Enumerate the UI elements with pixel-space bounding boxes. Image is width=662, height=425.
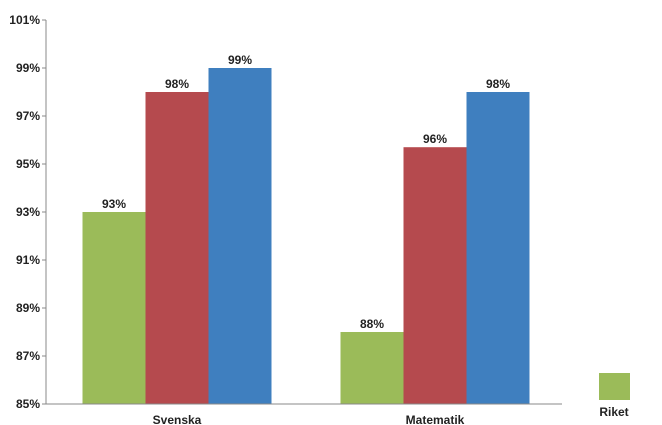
data-label: 88% [360, 317, 384, 331]
bar [145, 92, 209, 404]
legend: Riket [599, 373, 630, 419]
y-tick-label: 85% [16, 397, 40, 411]
data-label: 98% [165, 77, 189, 91]
data-label: 99% [228, 53, 252, 67]
data-labels: 93% 98% 99% 88% 96% 98% [102, 53, 510, 331]
data-label: 96% [423, 132, 447, 146]
bar [466, 92, 530, 404]
bar [208, 68, 272, 404]
y-tick-label: 97% [16, 109, 40, 123]
legend-swatch [599, 373, 630, 400]
bar [82, 212, 146, 404]
bar [403, 147, 467, 404]
category-label: Svenska [153, 413, 202, 425]
x-axis: Svenska Matematik [46, 403, 562, 425]
bars [82, 68, 530, 404]
category-label: Matematik [406, 413, 465, 425]
y-tick-label: 89% [16, 301, 40, 315]
bar [340, 332, 404, 404]
y-tick-label: 101% [9, 13, 40, 27]
data-label: 93% [102, 197, 126, 211]
y-tick-label: 99% [16, 61, 40, 75]
data-label: 98% [486, 77, 510, 91]
y-tick-label: 93% [16, 205, 40, 219]
y-tick-label: 91% [16, 253, 40, 267]
y-axis: 85% 87% 89% 91% 93% 95% 97% 99% 101% [9, 13, 47, 411]
y-tick-label: 87% [16, 349, 40, 363]
legend-label: Riket [599, 405, 628, 419]
y-tick-label: 95% [16, 157, 40, 171]
